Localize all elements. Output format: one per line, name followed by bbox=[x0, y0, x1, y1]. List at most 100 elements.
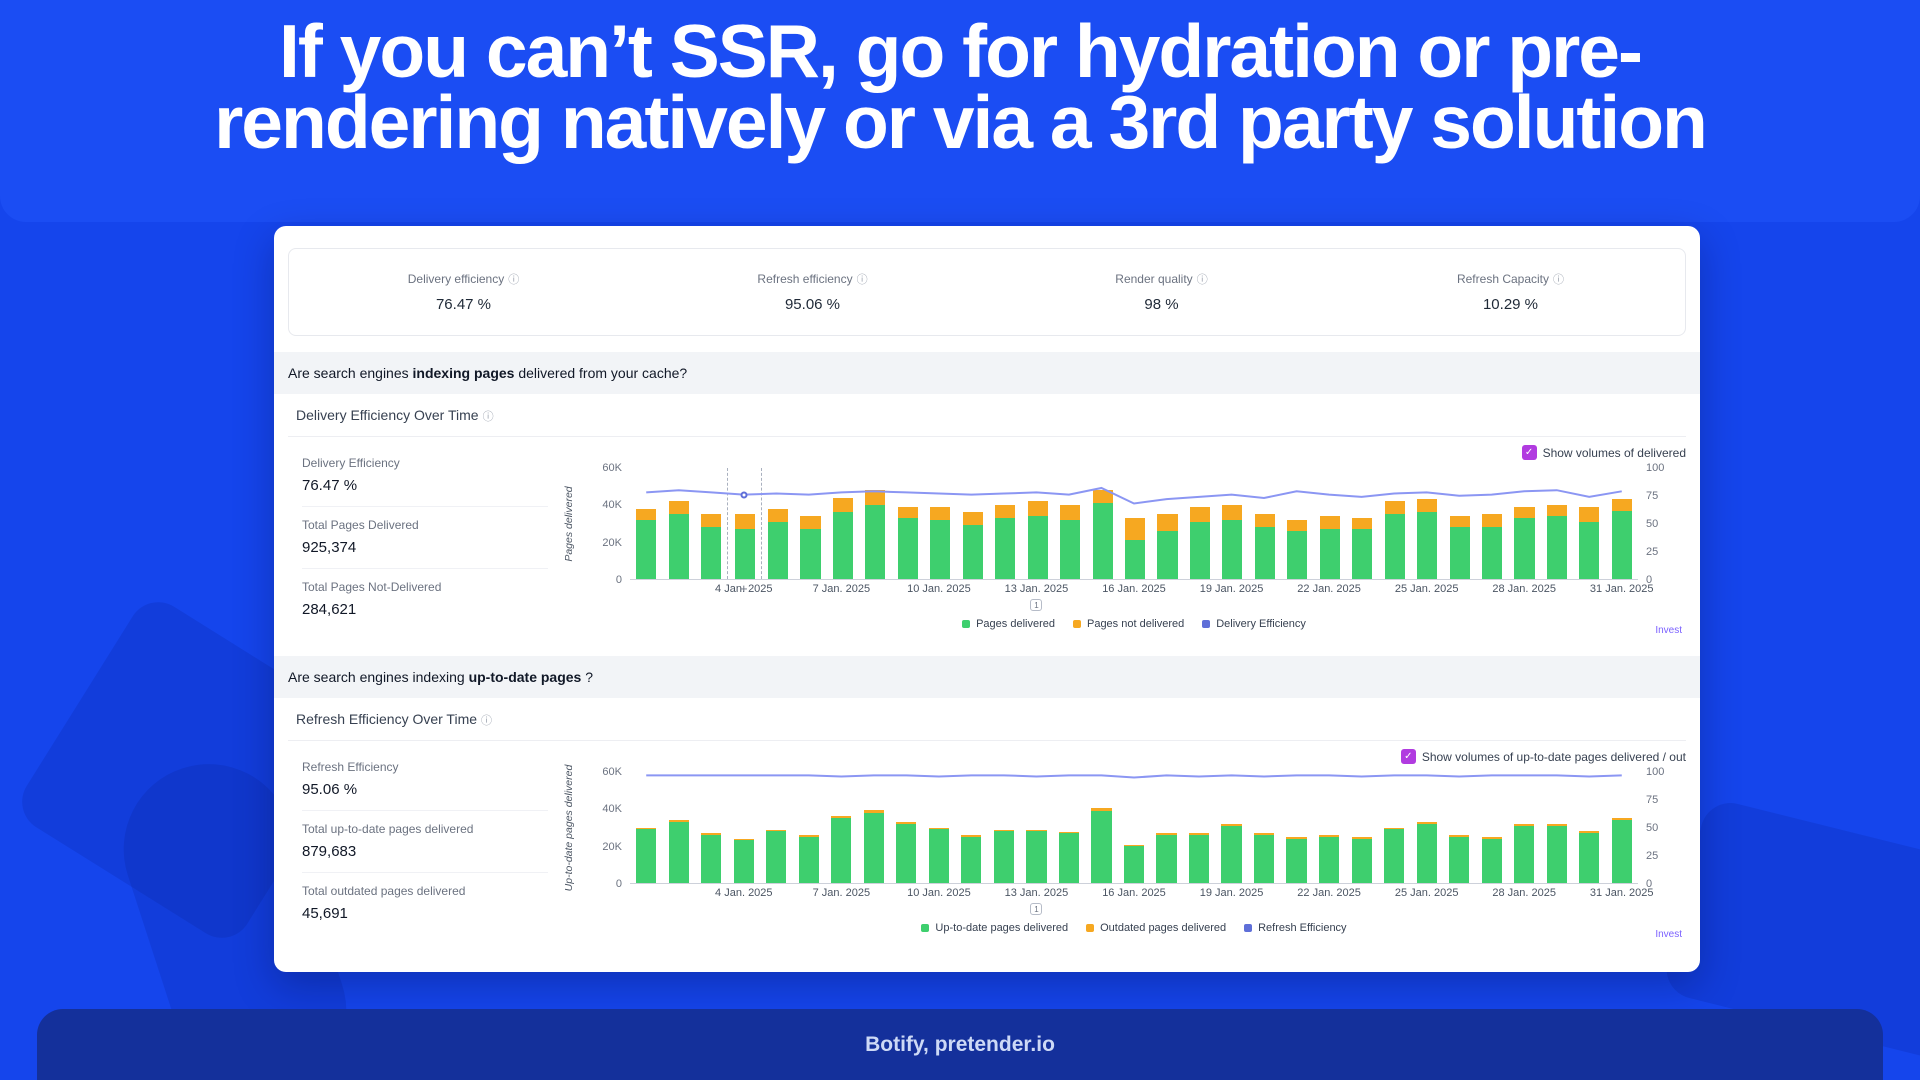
info-icon[interactable]: ⓘ bbox=[1196, 274, 1208, 286]
x-tick-label: 13 Jan. 2025 bbox=[1004, 887, 1069, 899]
bar-segment-delivered bbox=[1384, 829, 1405, 883]
bar-segment-not-delivered bbox=[863, 809, 884, 813]
section-title: Delivery Efficiency Over Time ⓘ bbox=[288, 394, 1686, 437]
bar-segment-delivered bbox=[1060, 519, 1081, 579]
legend-item[interactable]: Outdated pages delivered bbox=[1086, 922, 1226, 934]
legend-swatch-icon bbox=[921, 924, 930, 932]
stat-value: 76.47 % bbox=[302, 477, 358, 494]
legend-item[interactable]: Refresh Efficiency bbox=[1244, 922, 1347, 934]
question-text: Are search engines indexing bbox=[288, 669, 469, 685]
investigate-link[interactable]: Invest bbox=[1655, 929, 1682, 940]
x-tick-label: 25 Jan. 2025 bbox=[1394, 887, 1459, 899]
info-icon[interactable]: ⓘ bbox=[481, 715, 493, 727]
x-tick-label: 28 Jan. 2025 bbox=[1492, 887, 1556, 899]
bar-segment-not-delivered bbox=[668, 501, 689, 515]
bar-column bbox=[1540, 772, 1573, 883]
bar-segment-delivered bbox=[1352, 529, 1373, 579]
checkbox-checked-icon[interactable]: ✓ bbox=[1521, 445, 1537, 460]
annotation-badge[interactable]: 1 bbox=[1030, 903, 1043, 915]
bar-segment-delivered bbox=[1579, 521, 1600, 579]
legend-item[interactable]: Pages not delivered bbox=[1072, 618, 1184, 630]
info-icon[interactable]: ⓘ bbox=[482, 411, 494, 423]
bar-segment-delivered bbox=[636, 829, 657, 883]
bar-column bbox=[1541, 468, 1573, 579]
question-bold: indexing pages bbox=[412, 365, 515, 381]
bar-column bbox=[630, 468, 662, 579]
question-text: ? bbox=[581, 669, 594, 685]
chart-plot[interactable] bbox=[630, 772, 1638, 884]
bar-segment-delivered bbox=[701, 527, 722, 579]
bar-segment-not-delivered bbox=[734, 514, 755, 530]
bar-segment-delivered bbox=[928, 829, 949, 883]
bar-column bbox=[793, 772, 826, 883]
x-axis-labels: 4 Jan. 2025 7 Jan. 2025 10 Jan. 2025 13 Jan… bbox=[630, 884, 1654, 918]
checkbox-checked-icon[interactable]: ✓ bbox=[1400, 749, 1416, 764]
bar-column bbox=[1573, 468, 1605, 579]
bar-segment-not-delivered bbox=[993, 829, 1014, 832]
slide-title-line1: If you can’t SSR, go for hydration or pr… bbox=[279, 9, 1643, 93]
bar-segment-not-delivered bbox=[1319, 835, 1340, 837]
info-icon[interactable]: ⓘ bbox=[856, 274, 868, 286]
stat-value: 95.06 % bbox=[302, 781, 358, 798]
kpi-label: Render quality ⓘ bbox=[1115, 272, 1208, 286]
legend-label: Up-to-date pages delivered bbox=[935, 922, 1069, 934]
bar-column bbox=[1216, 468, 1248, 579]
bar-segment-delivered bbox=[1221, 825, 1242, 883]
info-icon[interactable]: ⓘ bbox=[508, 274, 520, 286]
stat-label: Total up-to-date pages delivered bbox=[302, 822, 474, 836]
legend-item[interactable]: Up-to-date pages delivered bbox=[921, 922, 1068, 934]
y-tick-label: 0 bbox=[1646, 574, 1653, 586]
annotation-badge[interactable]: 1 bbox=[1030, 599, 1043, 611]
show-volumes-toggle[interactable]: ✓ Show volumes of up-to-date pages deliv… bbox=[556, 749, 1686, 764]
x-tick-label: 10 Jan. 2025 bbox=[907, 887, 971, 899]
x-tick-label: 31 Jan. 2025 bbox=[1589, 583, 1654, 595]
bar-column bbox=[695, 468, 727, 579]
stat-label: Total outdated pages delivered bbox=[302, 884, 466, 898]
bar-column bbox=[1605, 772, 1638, 883]
bar-column bbox=[762, 468, 794, 579]
legend-item[interactable]: Delivery Efficiency bbox=[1202, 618, 1306, 630]
bar-segment-not-delivered bbox=[733, 839, 754, 841]
bar-segment-not-delivered bbox=[1319, 516, 1340, 530]
bar-segment-delivered bbox=[1384, 514, 1405, 579]
bar-segment-delivered bbox=[798, 836, 819, 883]
info-icon[interactable]: ⓘ bbox=[1553, 274, 1565, 286]
stat-value: 284,621 bbox=[302, 601, 357, 618]
bar-segment-delivered bbox=[1026, 831, 1047, 883]
bar-segment-delivered bbox=[1092, 503, 1113, 579]
bar-segment-not-delivered bbox=[1091, 808, 1112, 811]
kpi-value: 76.47 % bbox=[435, 296, 492, 313]
bar-column bbox=[728, 772, 761, 883]
bar-segment-not-delivered bbox=[896, 821, 917, 824]
bar-column bbox=[695, 772, 728, 883]
legend-item[interactable]: Pages delivered bbox=[962, 618, 1055, 630]
chart-plot[interactable] bbox=[630, 468, 1638, 580]
stat-label: Delivery Efficiency bbox=[302, 456, 400, 470]
bar-column bbox=[1020, 772, 1053, 883]
y-tick-label: 40K bbox=[602, 803, 622, 816]
show-volumes-toggle[interactable]: ✓ Show volumes of delivered bbox=[556, 445, 1686, 460]
bar-segment-not-delivered bbox=[1027, 501, 1048, 517]
investigate-link[interactable]: Invest bbox=[1655, 625, 1682, 636]
bar-segment-not-delivered bbox=[1611, 817, 1632, 821]
bar-column bbox=[1248, 772, 1281, 883]
bar-column bbox=[827, 468, 859, 579]
bar-column bbox=[1119, 468, 1151, 579]
bar-segment-delivered bbox=[831, 818, 852, 883]
y-tick-label: 0 bbox=[615, 878, 622, 890]
bar-segment-not-delivered bbox=[1514, 506, 1535, 518]
bar-segment-not-delivered bbox=[668, 820, 689, 822]
bar-segment-not-delivered bbox=[798, 835, 819, 837]
bar-segment-delivered bbox=[1287, 530, 1308, 579]
bar-segment-not-delivered bbox=[636, 508, 657, 520]
bar-segment-not-delivered bbox=[1221, 823, 1242, 826]
bar-segment-not-delivered bbox=[1123, 844, 1145, 847]
question-text: delivered from your cache? bbox=[514, 365, 688, 381]
bar-segment-not-delivered bbox=[1546, 823, 1567, 826]
y-tick-label: 40K bbox=[602, 499, 622, 512]
bar-segment-delivered bbox=[668, 514, 689, 579]
bars-layer bbox=[630, 772, 1638, 883]
bar-segment-delivered bbox=[961, 836, 982, 883]
bar-column bbox=[1573, 772, 1606, 883]
bar-segment-delivered bbox=[863, 812, 884, 883]
